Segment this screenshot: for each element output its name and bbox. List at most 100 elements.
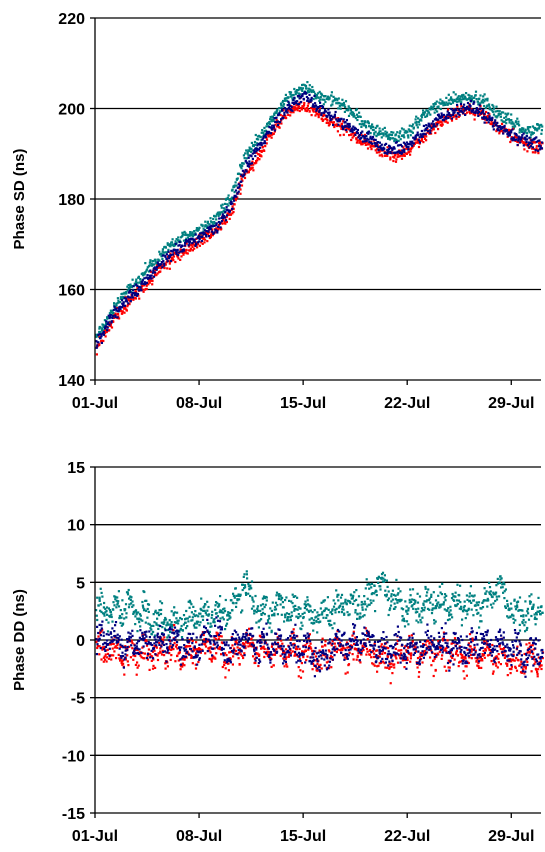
data-point — [202, 609, 205, 612]
data-point — [161, 626, 164, 629]
data-point — [381, 148, 384, 152]
data-point — [179, 250, 182, 253]
data-point — [213, 635, 216, 638]
data-point — [441, 582, 444, 585]
data-point — [194, 654, 197, 657]
data-point — [239, 163, 242, 166]
data-point — [537, 127, 540, 130]
data-point — [451, 641, 455, 645]
data-point — [471, 639, 474, 642]
data-point — [237, 190, 240, 193]
data-point — [101, 628, 104, 631]
data-point — [419, 139, 422, 142]
data-point — [418, 671, 421, 674]
data-point — [259, 135, 262, 139]
data-point — [356, 128, 359, 132]
data-point — [411, 588, 415, 591]
x-tick-label: 01-Jul — [72, 395, 118, 412]
data-point — [388, 666, 391, 669]
data-point — [157, 611, 160, 614]
data-point — [101, 595, 104, 598]
data-point — [262, 136, 265, 140]
data-point — [501, 583, 504, 586]
data-point — [343, 612, 346, 615]
data-point — [321, 115, 324, 118]
data-point — [540, 667, 543, 671]
data-point — [474, 604, 477, 607]
data-point — [194, 667, 198, 670]
data-point — [245, 149, 248, 152]
data-point — [254, 147, 257, 150]
data-point — [327, 124, 330, 127]
data-point — [126, 645, 129, 649]
data-point — [451, 592, 454, 596]
data-point — [377, 132, 380, 135]
data-point — [171, 250, 174, 253]
data-point — [335, 118, 338, 121]
data-point — [514, 619, 517, 622]
data-point — [467, 642, 470, 645]
data-point — [365, 126, 368, 129]
data-point — [188, 653, 191, 656]
data-point — [105, 321, 108, 324]
data-point — [265, 125, 268, 128]
data-point — [114, 595, 117, 598]
data-point — [244, 637, 247, 640]
data-point — [195, 652, 198, 655]
data-point — [434, 599, 438, 602]
data-point — [315, 615, 318, 618]
data-point — [120, 299, 124, 302]
data-point — [172, 255, 175, 258]
data-point — [353, 591, 356, 594]
data-point — [172, 629, 175, 632]
data-point — [241, 609, 244, 612]
data-point — [95, 614, 98, 617]
data-point — [352, 602, 355, 605]
data-point — [437, 594, 440, 597]
data-point — [199, 235, 202, 238]
data-point — [314, 655, 318, 658]
data-point — [165, 643, 168, 646]
data-point — [216, 225, 220, 228]
data-point — [137, 275, 140, 278]
data-point — [206, 222, 209, 225]
data-point — [324, 640, 327, 643]
data-point — [213, 231, 216, 234]
data-point — [128, 645, 131, 648]
data-point — [331, 612, 334, 616]
data-point — [255, 621, 258, 624]
data-point — [526, 607, 529, 610]
data-point — [418, 655, 421, 658]
data-point — [522, 618, 525, 622]
data-point — [313, 107, 316, 110]
data-point — [275, 119, 278, 122]
data-point — [407, 128, 410, 131]
data-point — [199, 647, 202, 651]
data-point — [372, 663, 375, 666]
data-point — [181, 234, 184, 237]
data-point — [239, 643, 242, 646]
data-point — [124, 649, 127, 652]
data-point — [237, 593, 240, 596]
data-point — [222, 207, 226, 210]
data-point — [170, 241, 174, 244]
data-point — [281, 596, 284, 599]
data-point — [172, 614, 175, 617]
data-point — [466, 101, 470, 105]
data-point — [162, 622, 165, 625]
data-point — [344, 124, 347, 127]
data-point — [445, 650, 448, 653]
data-point — [286, 665, 289, 668]
data-point — [144, 271, 147, 274]
data-point — [141, 604, 144, 607]
data-point — [373, 142, 377, 145]
data-point — [391, 137, 395, 140]
data-point — [323, 599, 326, 602]
data-point — [197, 228, 200, 231]
data-point — [210, 232, 213, 235]
data-point — [402, 153, 405, 156]
data-point — [106, 642, 109, 646]
data-point — [206, 618, 209, 621]
data-point — [212, 643, 215, 646]
data-point — [159, 624, 162, 628]
